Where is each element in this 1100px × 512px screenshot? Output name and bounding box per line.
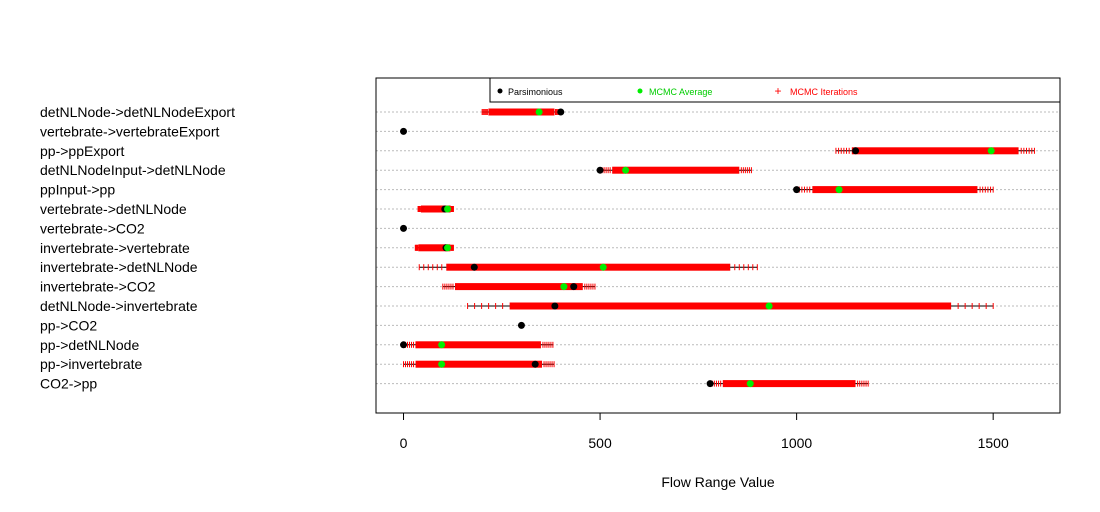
mcmc-iteration-band bbox=[612, 166, 740, 174]
mcmc-average-point bbox=[746, 380, 754, 388]
parsimonious-point bbox=[470, 263, 478, 271]
x-tick-label: 1500 bbox=[978, 435, 1009, 451]
category-label: ppInput->pp bbox=[40, 182, 115, 198]
legend-box bbox=[489, 77, 1061, 103]
mcmc-average-point bbox=[560, 283, 568, 291]
mcmc-average-point bbox=[765, 302, 773, 310]
legend-mcmc-iterations-label: MCMC Iterations bbox=[790, 87, 858, 97]
parsimonious-point bbox=[400, 341, 408, 349]
legend-mcmc-average-label: MCMC Average bbox=[649, 87, 712, 97]
mcmc-average-point bbox=[835, 186, 843, 194]
category-label: CO2->pp bbox=[40, 376, 97, 392]
mcmc-iteration-band bbox=[722, 380, 856, 388]
category-label: detNLNode->detNLNodeExport bbox=[40, 104, 235, 120]
parsimonious-point bbox=[706, 380, 714, 388]
category-labels: detNLNode->detNLNodeExport vertebrate->ve… bbox=[40, 104, 235, 392]
category-label: pp->invertebrate bbox=[40, 356, 143, 372]
parsimonious-point bbox=[551, 302, 559, 310]
mcmc-average-point bbox=[987, 147, 995, 155]
category-label: vertebrate->CO2 bbox=[40, 220, 145, 236]
legend-parsimonious-label: Parsimonious bbox=[508, 87, 563, 97]
category-label: pp->detNLNode bbox=[40, 337, 139, 353]
category-label: invertebrate->CO2 bbox=[40, 279, 156, 295]
mcmc-iteration-band bbox=[509, 302, 952, 310]
legend-mcmc-iterations-marker: + bbox=[774, 84, 781, 98]
mcmc-iteration-band bbox=[446, 263, 731, 271]
legend-parsimonious-marker bbox=[497, 88, 503, 94]
mcmc-range-layer bbox=[403, 108, 1035, 388]
parsimonious-point bbox=[531, 360, 539, 368]
mcmc-iteration-band bbox=[415, 341, 541, 349]
mcmc-average-point bbox=[599, 263, 607, 271]
x-tick-label: 0 bbox=[400, 435, 408, 451]
category-label: detNLNodeInput->detNLNode bbox=[40, 162, 226, 178]
category-label: pp->ppExport bbox=[40, 143, 125, 159]
category-label: vertebrate->detNLNode bbox=[40, 201, 187, 217]
parsimonious-point bbox=[400, 127, 408, 135]
x-tick-label: 1000 bbox=[781, 435, 812, 451]
category-label: invertebrate->detNLNode bbox=[40, 259, 198, 275]
category-label: detNLNode->invertebrate bbox=[40, 298, 198, 314]
mcmc-average-point bbox=[438, 360, 446, 368]
parsimonious-point bbox=[570, 283, 578, 291]
parsimonious-point bbox=[793, 186, 801, 194]
parsimonious-point bbox=[596, 166, 604, 174]
parsimonious-point bbox=[852, 147, 860, 155]
mcmc-iteration-band bbox=[454, 283, 583, 291]
legend-mcmc-average-marker bbox=[637, 88, 643, 94]
category-label: pp->CO2 bbox=[40, 317, 97, 333]
mcmc-iteration-band bbox=[812, 186, 978, 194]
mcmc-iteration-band bbox=[415, 360, 543, 368]
x-tick-label: 500 bbox=[588, 435, 612, 451]
parsimonious-point bbox=[400, 224, 408, 232]
point-layer bbox=[400, 108, 995, 388]
mcmc-average-point bbox=[444, 205, 452, 213]
category-label: invertebrate->vertebrate bbox=[40, 240, 190, 256]
x-axis: 0 500 1000 1500 bbox=[400, 413, 1009, 451]
mcmc-iteration-band bbox=[418, 244, 451, 252]
parsimonious-point bbox=[557, 108, 565, 116]
parsimonious-point bbox=[517, 321, 525, 329]
mcmc-average-point bbox=[535, 108, 543, 116]
mcmc-iteration-band bbox=[851, 147, 1019, 155]
x-axis-title: Flow Range Value bbox=[661, 474, 775, 490]
mcmc-average-point bbox=[444, 244, 452, 252]
category-label: vertebrate->vertebrateExport bbox=[40, 123, 219, 139]
mcmc-average-point bbox=[438, 341, 446, 349]
legend: Parsimonious MCMC Average + MCMC Iterati… bbox=[489, 77, 1061, 103]
mcmc-average-point bbox=[622, 166, 630, 174]
mcmc-iteration-band bbox=[420, 205, 451, 213]
mcmc-iteration-band bbox=[488, 108, 555, 116]
